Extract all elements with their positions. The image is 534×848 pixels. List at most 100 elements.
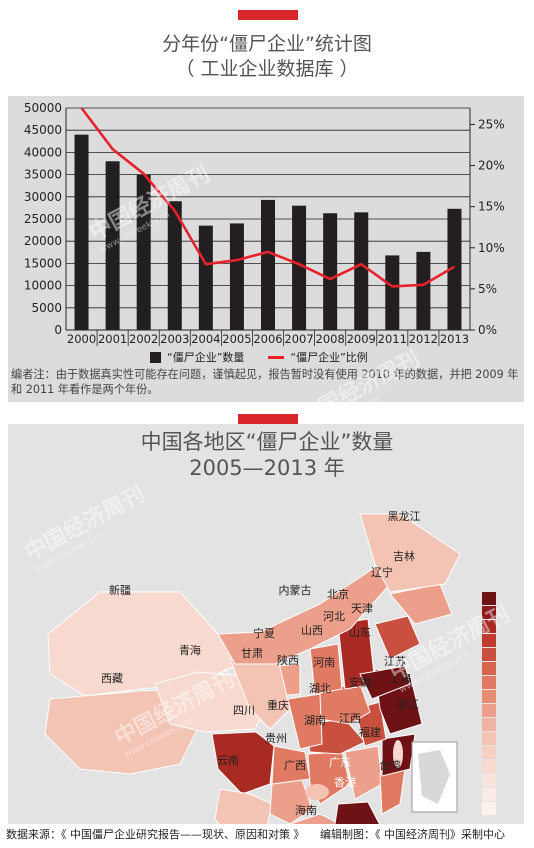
chart-subtitle: （ 工业企业数据库 ） <box>175 58 359 80</box>
data-source: 数据来源：《 中国僵尸企业研究报告——现状、原因和对策 》 <box>6 828 305 841</box>
region-label: 广西 <box>284 759 306 772</box>
header-accent-bar <box>238 10 298 20</box>
region-shape <box>217 563 391 665</box>
bar <box>229 223 244 330</box>
editor-credit: 编辑制图：《 中国经济周刊》采制中心 <box>320 828 505 841</box>
region-shape <box>344 745 383 800</box>
scale-step <box>482 634 496 647</box>
region-label: 湖北 <box>309 682 331 695</box>
map-accent-bar <box>238 414 298 424</box>
x-tick-label: 2009 <box>347 332 376 346</box>
scale-step <box>482 802 496 815</box>
region-shape <box>211 731 275 795</box>
bar <box>385 255 400 330</box>
x-tick-label: 2000 <box>67 332 96 346</box>
region-label: 浙江 <box>397 698 419 711</box>
region-shape <box>359 665 411 700</box>
legend-bar-swatch <box>150 351 161 363</box>
y-left-tick-label: 45000 <box>24 123 62 137</box>
region-label: 新疆 <box>109 583 131 597</box>
region-label: 江西 <box>339 712 361 725</box>
map-title: 中国各地区“僵尸企业”数量 <box>140 430 394 454</box>
x-tick-label: 2006 <box>253 332 282 346</box>
editor-note: 编者注：由于数据真实性可能存在问题，谨慎起见，报告暂时没有使用 2010 年的数… <box>11 368 519 396</box>
legend-bar-label: “僵尸企业”数量 <box>167 351 245 364</box>
region-shape <box>287 693 323 750</box>
map-subtitle: 2005—2013 年 <box>189 456 345 480</box>
y-left-tick-label: 50000 <box>24 101 62 115</box>
region-shape <box>309 643 343 695</box>
y-right-tick-label: 5% <box>478 282 497 296</box>
region-label: 黑龙江 <box>388 510 421 523</box>
scale-step <box>482 774 496 787</box>
chart-title: 分年份“僵尸企业”统计图 <box>162 33 372 55</box>
region-shape <box>374 615 421 660</box>
region-label: 重庆 <box>267 698 289 712</box>
y-left-tick-label: 35000 <box>24 168 62 182</box>
region-label: 西藏 <box>101 672 123 685</box>
y-right-tick-label: 20% <box>478 159 505 173</box>
y-left-tick-label: 20000 <box>24 234 62 248</box>
region-shape <box>334 801 380 824</box>
y-left-tick-label: 10000 <box>24 279 62 293</box>
region-label: 天津 <box>351 602 373 615</box>
scale-step <box>482 788 496 801</box>
y-left-tick-label: 5000 <box>31 301 62 315</box>
bar <box>261 199 275 330</box>
bar-line-chart: 0 5000 10000 15000 20000 25000 30000 35000 40000… <box>24 101 505 346</box>
region-label: 甘肃 <box>241 647 263 660</box>
y-right-tick-label: 15% <box>478 200 505 214</box>
bar <box>105 161 120 330</box>
x-tick-label: 2012 <box>409 332 438 346</box>
x-tick-label: 2011 <box>378 332 407 346</box>
bar <box>292 205 307 330</box>
y-left-tick-label: 40000 <box>24 145 62 159</box>
x-tick-label: 2007 <box>284 332 313 346</box>
scale-step <box>482 732 496 745</box>
scale-step <box>482 620 496 633</box>
y-left-tick-label: 30000 <box>24 190 62 204</box>
region-shape <box>269 779 313 824</box>
region-shape <box>289 813 341 824</box>
bar <box>167 201 182 330</box>
y-right-tick-label: 10% <box>478 241 505 255</box>
bar <box>74 134 89 330</box>
y-right-tick-label: 25% <box>478 117 505 131</box>
region-label: 宁夏 <box>253 626 275 640</box>
bar <box>447 208 462 330</box>
scale-step <box>482 606 496 619</box>
region-label: 江苏 <box>384 655 406 668</box>
footer: 数据来源：《 中国僵尸企业研究报告——现状、原因和对策 》 编辑制图：《 中国经… <box>6 826 505 842</box>
scale-step <box>482 676 496 689</box>
region-shape <box>305 784 329 800</box>
region-label: 陕西 <box>277 653 299 667</box>
region-label: 河南 <box>313 656 335 669</box>
bar <box>136 174 151 330</box>
region-shape <box>359 513 461 593</box>
ratio-line <box>80 107 456 288</box>
scale-step <box>482 662 496 675</box>
legend-line-label: “僵尸企业”比例 <box>290 351 368 364</box>
scale-step <box>482 648 496 661</box>
region-label: 山西 <box>301 624 323 637</box>
x-tick-label: 2001 <box>98 332 127 346</box>
x-tick-label: 2008 <box>316 332 345 346</box>
region-label: 北京 <box>327 587 349 601</box>
x-tick-label: 2005 <box>222 332 251 346</box>
region-label: 贵州 <box>265 732 287 745</box>
scale-step <box>482 746 496 759</box>
region-label: 福建 <box>359 725 381 739</box>
region-label: 海南 <box>295 803 317 817</box>
scale-step <box>482 718 496 731</box>
region-label: 河北 <box>323 610 345 623</box>
scale-step <box>482 704 496 717</box>
region-label: 安徽 <box>349 675 371 689</box>
region-label: 上海 <box>389 671 411 685</box>
legend-line-swatch <box>268 355 285 359</box>
region-label: 云南 <box>217 754 239 767</box>
region-label: 湖南 <box>304 714 326 727</box>
region-label: 台湾 <box>379 758 401 772</box>
y-left-tick-label: 25000 <box>24 212 62 226</box>
x-tick-label: 2013 <box>440 332 469 346</box>
